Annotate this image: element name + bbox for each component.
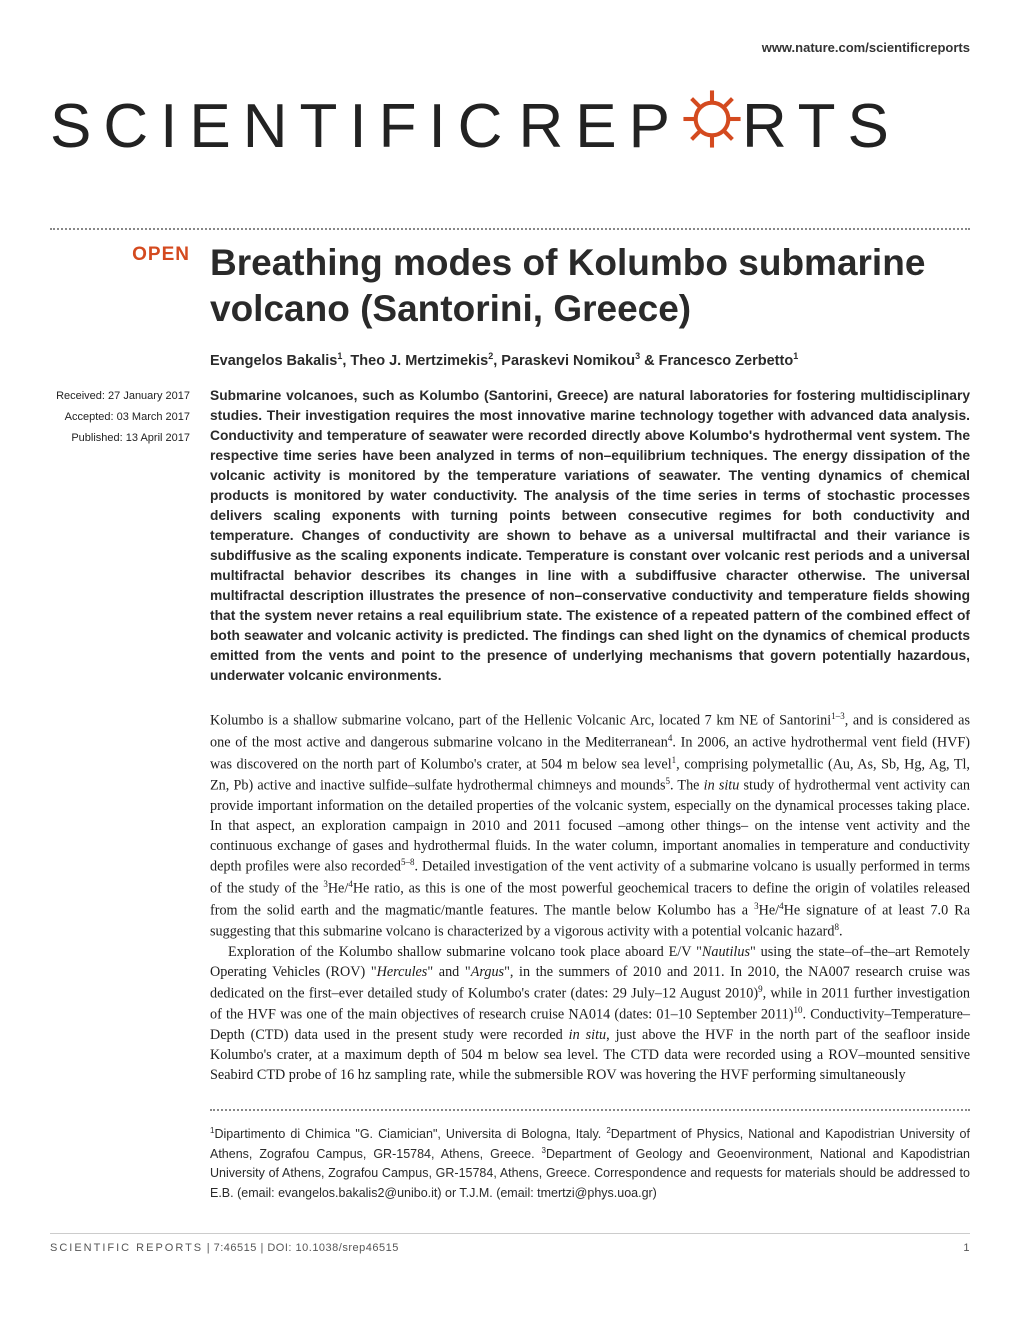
- date-published: Published: 13 April 2017: [50, 428, 190, 449]
- body-paragraph-1: Kolumbo is a shallow submarine volcano, …: [210, 710, 970, 943]
- page-container: www.nature.com/scientificreports SCIENTI…: [0, 0, 1020, 1284]
- right-column: Breathing modes of Kolumbo submarine vol…: [210, 236, 970, 1203]
- content-row: OPEN Received: 27 January 2017 Accepted:…: [50, 236, 970, 1203]
- logo-line-2b: RTS: [742, 91, 901, 162]
- article-title: Breathing modes of Kolumbo submarine vol…: [210, 240, 970, 333]
- logo-line-2a: REP: [518, 91, 681, 162]
- body-text: Kolumbo is a shallow submarine volcano, …: [210, 710, 970, 1085]
- article-dates: Received: 27 January 2017 Accepted: 03 M…: [50, 386, 190, 449]
- open-access-badge: OPEN: [50, 244, 190, 266]
- author-list: Evangelos Bakalis1, Theo J. Mertzimekis2…: [210, 351, 970, 369]
- abstract: Submarine volcanoes, such as Kolumbo (Sa…: [210, 386, 970, 686]
- date-received: Received: 27 January 2017: [50, 386, 190, 407]
- journal-url[interactable]: www.nature.com/scientificreports: [50, 40, 970, 55]
- footer-journal: SCIENTIFIC REPORTS: [50, 1242, 203, 1254]
- gear-icon: [678, 85, 746, 168]
- left-column: OPEN Received: 27 January 2017 Accepted:…: [50, 236, 190, 1203]
- body-paragraph-2: Exploration of the Kolumbo shallow subma…: [210, 943, 970, 1086]
- footer-doi: | 7:46515 | DOI: 10.1038/srep46515: [203, 1242, 399, 1254]
- footer-page-number: 1: [963, 1242, 970, 1254]
- affiliations: 1Dipartimento di Chimica "G. Ciamician",…: [210, 1109, 970, 1203]
- date-accepted: Accepted: 03 March 2017: [50, 407, 190, 428]
- footer-citation: SCIENTIFIC REPORTS | 7:46515 | DOI: 10.1…: [50, 1242, 399, 1254]
- journal-logo: SCIENTIFIC REP: [50, 85, 970, 168]
- top-dotted-rule: [50, 228, 970, 230]
- page-footer: SCIENTIFIC REPORTS | 7:46515 | DOI: 10.1…: [50, 1233, 970, 1254]
- logo-line-1: SCIENTIFIC: [50, 91, 514, 162]
- logo-line-2: REP RTS: [518, 85, 900, 168]
